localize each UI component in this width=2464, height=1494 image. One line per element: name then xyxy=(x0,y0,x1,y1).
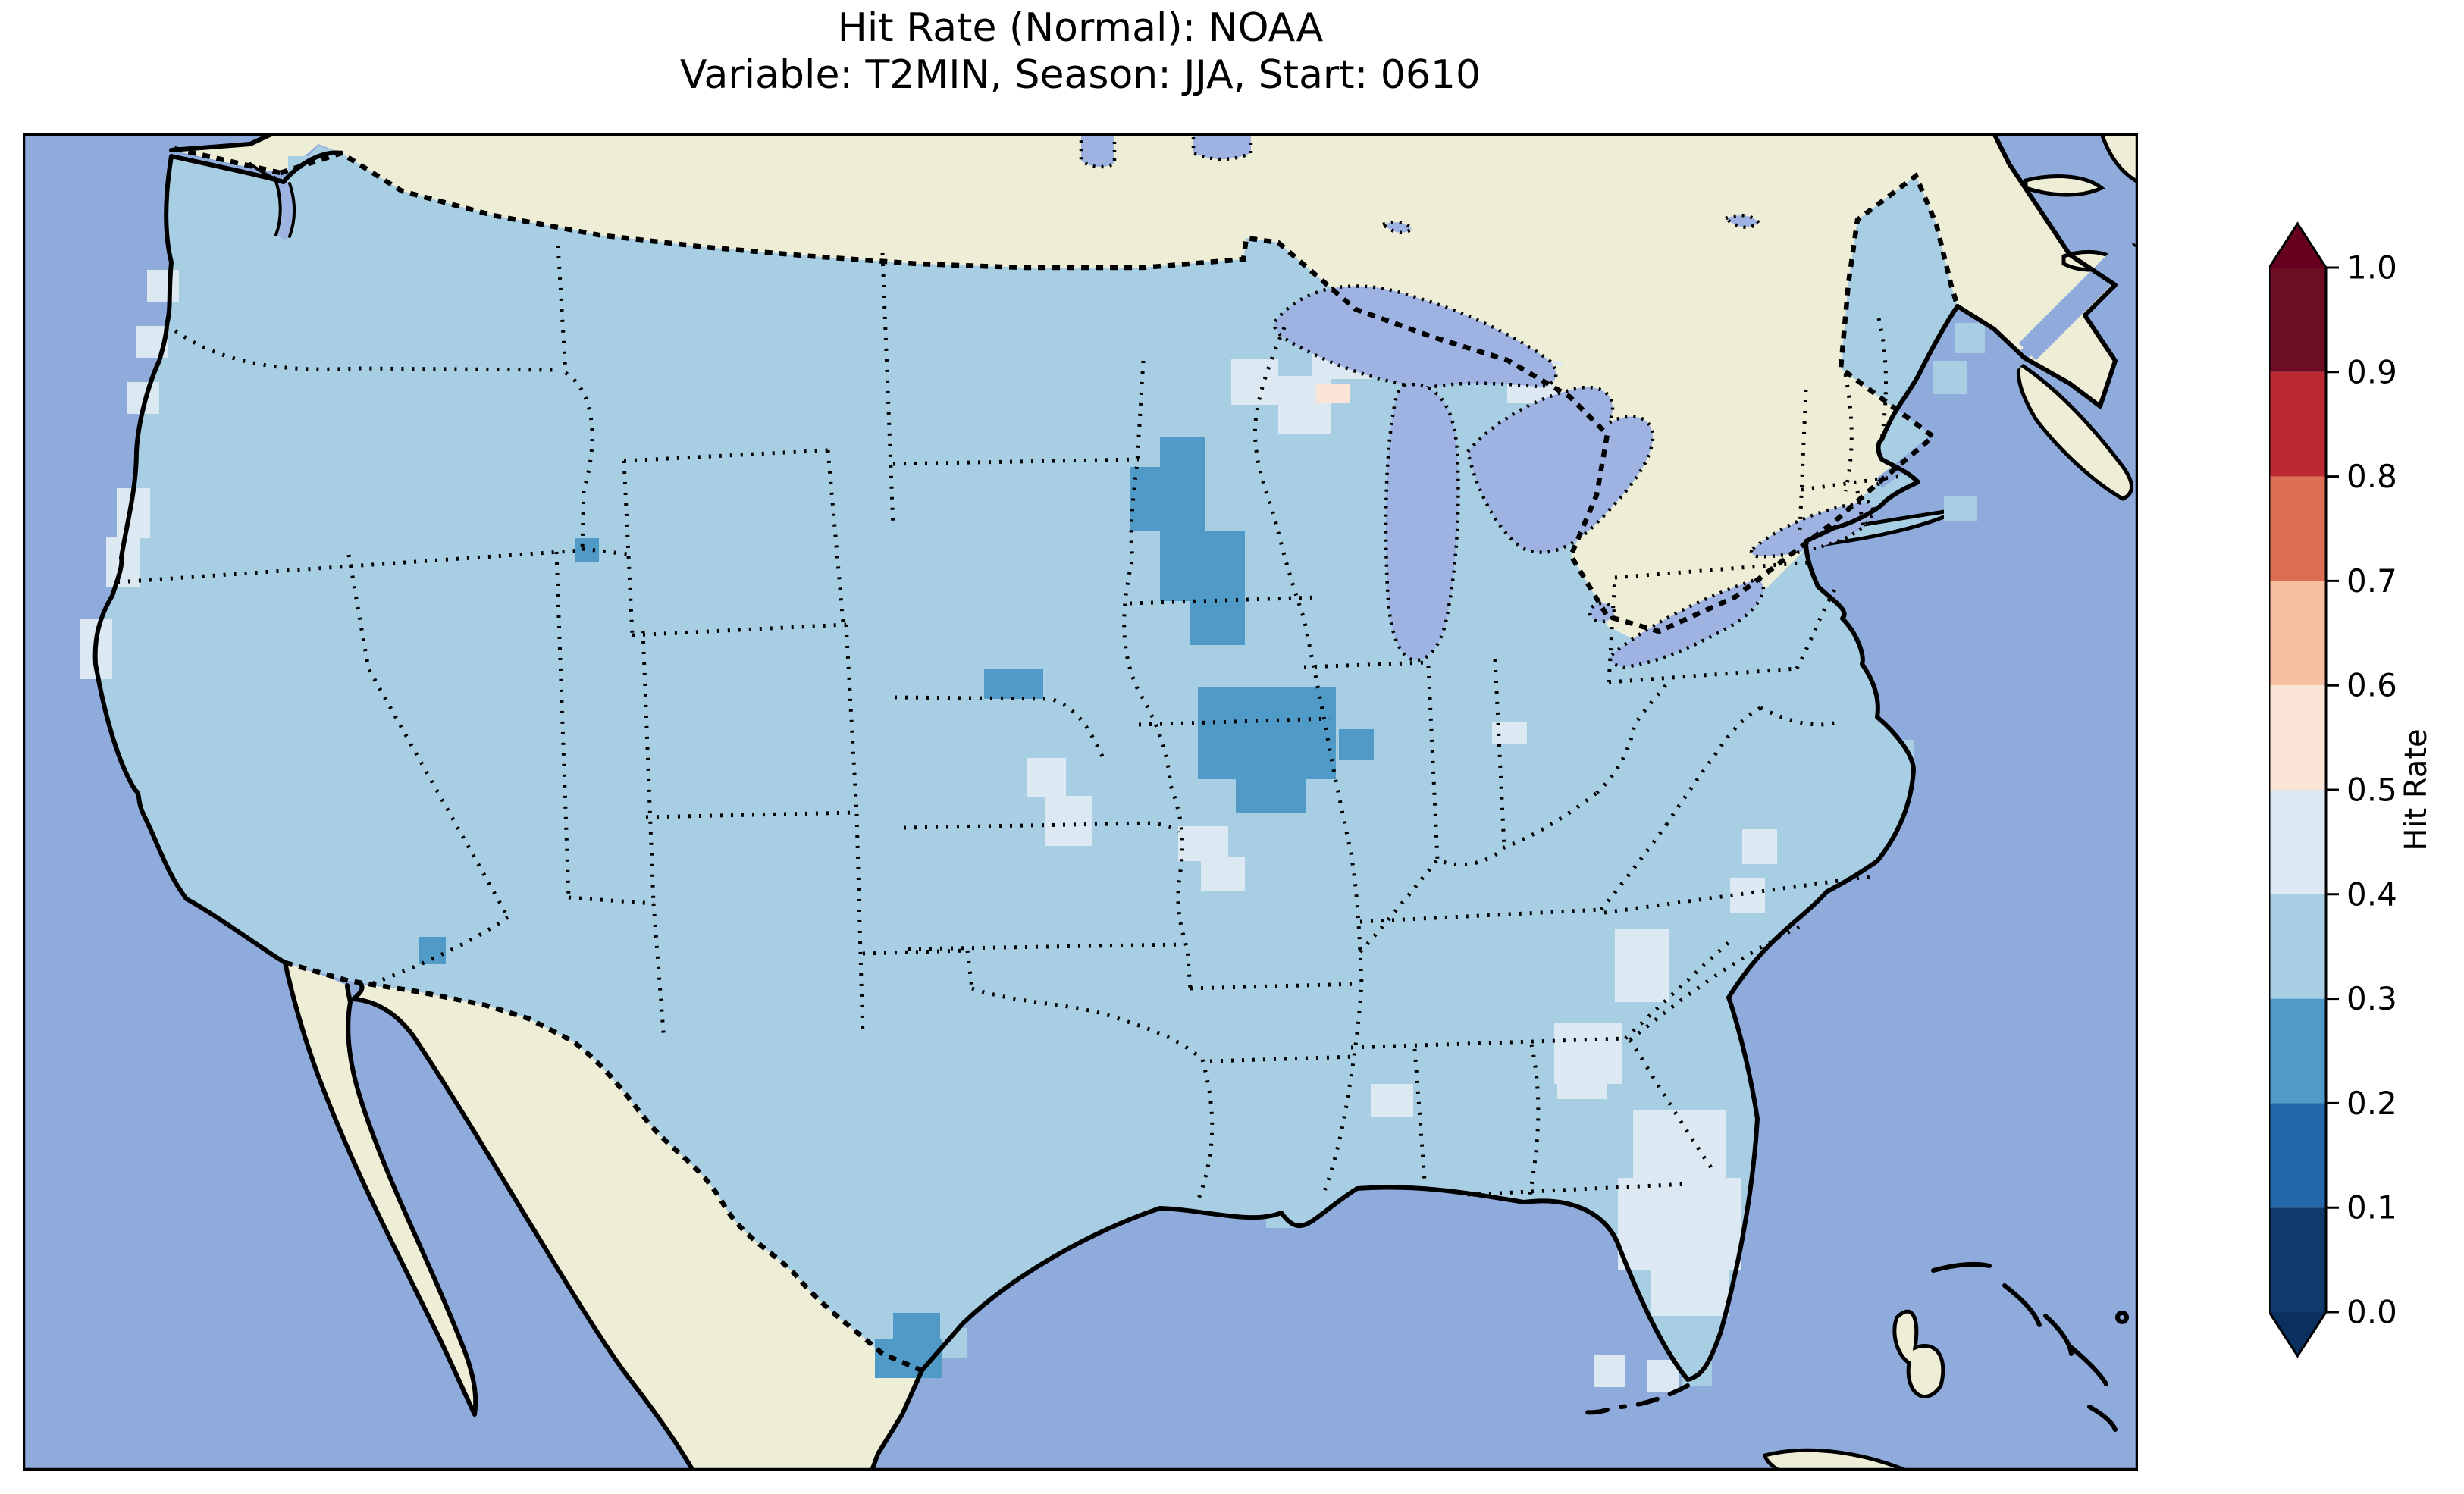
tick-label: 0.6 xyxy=(2346,667,2397,704)
anticosti-island xyxy=(2024,174,2105,197)
title-line-2: Variable: T2MIN, Season: JJA, Start: 061… xyxy=(679,52,1481,98)
cuba xyxy=(1763,1448,1911,1471)
andros-island xyxy=(1892,1309,1945,1398)
tick-label: 0.1 xyxy=(2346,1189,2397,1226)
lake-huron xyxy=(1466,385,1655,554)
lake-st-clair xyxy=(1588,601,1616,624)
national-borders xyxy=(174,146,1961,1373)
tick-label: 0.2 xyxy=(2346,1085,2397,1122)
canadian-lake-1 xyxy=(1191,133,1253,161)
lake-nipigon xyxy=(1379,220,1415,235)
colorbar: 1.0 0.9 0.8 0.7 0.6 0.5 0.4 0.3 0.2 0.1 … xyxy=(2269,221,2434,1358)
tick-label: 0.4 xyxy=(2346,875,2397,913)
lake-michigan xyxy=(1384,382,1460,662)
tick-label: 0.3 xyxy=(2346,980,2397,1017)
cells-bin-02-03 xyxy=(419,437,1374,1378)
lac-st-jean xyxy=(1722,213,1762,229)
over-arrow xyxy=(2269,224,2326,268)
colorbar-ticks xyxy=(2326,266,2339,1314)
title-line-1: Hit Rate (Normal): NOAA xyxy=(837,5,1324,51)
map-panel xyxy=(23,133,2138,1471)
nova-scotia xyxy=(2016,361,2133,501)
under-arrow xyxy=(2269,1312,2326,1356)
baja-california xyxy=(285,963,476,1414)
tick-label: 0.9 xyxy=(2346,353,2397,390)
lake-ontario xyxy=(1749,500,1875,559)
colorbar-tick-labels: 1.0 0.9 0.8 0.7 0.6 0.5 0.4 0.3 0.2 0.1 … xyxy=(2346,249,2397,1331)
mexico-land xyxy=(353,984,922,1471)
colorbar-arrows xyxy=(2269,224,2326,1356)
cells-bin-05-06 xyxy=(1316,384,1350,403)
tick-label: 0.8 xyxy=(2346,458,2397,495)
map-frame xyxy=(23,133,2138,1471)
colorbar-axis-label: Hit Rate xyxy=(2399,728,2434,850)
figure-title: Hit Rate (Normal): NOAA Variable: T2MIN,… xyxy=(23,5,2138,99)
coastlines xyxy=(92,133,2129,1471)
canadian-lake-2 xyxy=(1079,133,1117,169)
great-lakes xyxy=(1079,133,1875,669)
lake-superior xyxy=(1272,284,1558,390)
tick-label: 0.0 xyxy=(2346,1294,2397,1331)
state-borders xyxy=(117,245,1902,1201)
tick-label: 0.5 xyxy=(2346,772,2397,809)
tick-label: 1.0 xyxy=(2346,249,2397,287)
cells-bin-04-05 xyxy=(80,270,1777,1392)
tick-label: 0.7 xyxy=(2346,562,2397,600)
colorbar-bins xyxy=(2269,268,2326,1312)
